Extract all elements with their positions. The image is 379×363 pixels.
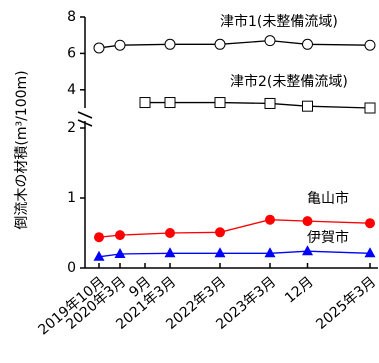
marker bbox=[115, 230, 125, 241]
marker bbox=[215, 227, 225, 238]
series-line bbox=[98, 40, 371, 49]
marker bbox=[93, 42, 105, 54]
series-label: 亀山市 bbox=[307, 190, 349, 207]
marker bbox=[164, 97, 176, 109]
y-axis-label: 倒流木の材積(m³/100m) bbox=[14, 70, 30, 229]
marker bbox=[302, 100, 313, 112]
marker bbox=[364, 247, 376, 258]
marker bbox=[302, 216, 313, 227]
y-tick-label: 0 bbox=[67, 260, 76, 276]
marker bbox=[214, 38, 226, 50]
marker bbox=[165, 228, 175, 238]
y-tick-label: 6 bbox=[67, 45, 76, 61]
marker bbox=[365, 218, 375, 229]
series-label: 津市2(未整備流域) bbox=[230, 73, 348, 90]
axis-break bbox=[77, 111, 93, 119]
series-label: 津市1(未整備流域) bbox=[220, 13, 338, 30]
marker bbox=[302, 245, 313, 256]
marker bbox=[265, 214, 275, 225]
marker bbox=[264, 35, 276, 47]
marker bbox=[114, 248, 126, 258]
marker bbox=[302, 38, 313, 50]
series-line bbox=[145, 101, 371, 109]
marker bbox=[214, 97, 226, 109]
marker bbox=[264, 247, 276, 258]
x-tick-label: 12月 bbox=[282, 274, 317, 307]
x-tick-label: 2025年3月 bbox=[313, 274, 379, 333]
marker bbox=[164, 247, 176, 258]
marker bbox=[264, 97, 276, 109]
marker bbox=[364, 102, 376, 114]
y-tick-label: 8 bbox=[67, 9, 76, 25]
y-tick-label: 2 bbox=[67, 120, 76, 136]
marker bbox=[364, 39, 376, 51]
marker bbox=[114, 39, 126, 51]
marker bbox=[164, 38, 176, 50]
y-tick-label: 4 bbox=[67, 82, 76, 98]
y-tick-label: 1 bbox=[67, 190, 76, 206]
series-line bbox=[98, 250, 371, 258]
marker bbox=[94, 232, 104, 243]
marker bbox=[139, 97, 151, 109]
series-label: 伊賀市 bbox=[307, 229, 349, 246]
marker bbox=[214, 247, 226, 258]
marker bbox=[93, 250, 105, 261]
